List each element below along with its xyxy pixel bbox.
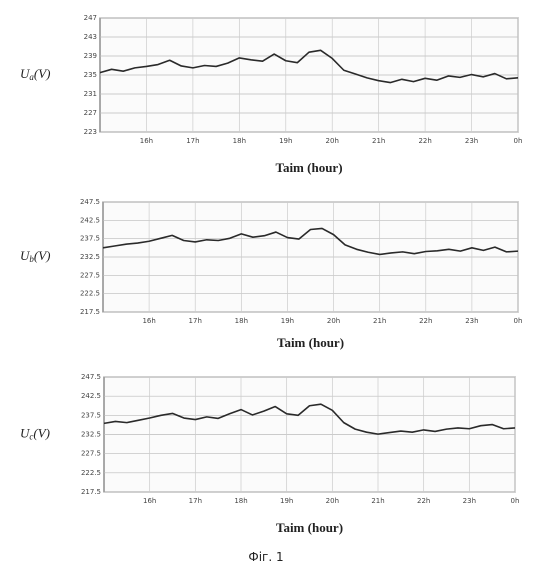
x-tick-label: 23h <box>465 317 478 325</box>
x-tick-label: 23h <box>465 137 478 145</box>
x-tick-label: 0h <box>514 137 523 145</box>
y-tick-label: 232.5 <box>81 431 101 439</box>
x-axis-label: Taim (hour) <box>277 335 344 350</box>
x-tick-label: 18h <box>234 497 247 505</box>
y-tick-label: 237.5 <box>80 235 100 243</box>
y-tick-label: 227.5 <box>81 450 101 458</box>
x-tick-label: 20h <box>326 497 339 505</box>
voltage-line <box>103 403 516 435</box>
x-tick-label: 23h <box>463 497 476 505</box>
y-label-subscript: a <box>29 72 34 82</box>
y-tick-label: 247.5 <box>80 198 100 206</box>
x-tick-label: 21h <box>373 317 386 325</box>
y-axis-label: Ub(V) <box>20 248 51 264</box>
x-tick-label: 20h <box>326 137 339 145</box>
x-tick-label: 17h <box>189 497 202 505</box>
y-tick-label: 217.5 <box>80 308 100 316</box>
x-tick-label: 22h <box>417 497 430 505</box>
y-tick-label: 217.5 <box>81 488 101 496</box>
y-axis-label: Uc(V) <box>20 425 50 441</box>
x-axis-label: Taim (hour) <box>275 160 342 175</box>
y-tick-label: 237.5 <box>81 411 101 419</box>
caption: Фіг. 1 <box>248 550 283 564</box>
y-tick-label: 222.5 <box>80 290 100 298</box>
x-tick-label: 18h <box>233 137 246 145</box>
x-tick-label: 17h <box>189 317 202 325</box>
x-tick-label: 16h <box>140 137 153 145</box>
x-tick-label: 0h <box>511 497 520 505</box>
x-tick-label: 16h <box>143 497 156 505</box>
y-tick-label: 231 <box>84 90 97 98</box>
y-tick-label: 227 <box>84 109 97 117</box>
x-tick-label: 21h <box>372 137 385 145</box>
y-tick-label: 243 <box>84 33 97 41</box>
y-tick-label: 222.5 <box>81 469 101 477</box>
voltage-line <box>102 227 519 256</box>
y-label-symbol: U <box>20 248 31 263</box>
x-tick-label: 0h <box>514 317 523 325</box>
voltage-line <box>99 49 519 84</box>
x-tick-label: 19h <box>279 137 292 145</box>
x-tick-label: 16h <box>142 317 155 325</box>
y-label-subscript: b <box>29 254 34 264</box>
y-tick-label: 247 <box>84 14 97 22</box>
chart: 223 227 231 235 239 243 247 16h 17h 18h 19h 20h 21h 2… <box>20 14 522 175</box>
y-tick-label: 232.5 <box>80 253 100 261</box>
chart: 217.5 222.5 227.5 232.5 237.5 242.5 247.5 16h 17… <box>20 198 522 350</box>
y-tick-label: 242.5 <box>80 216 100 224</box>
y-tick-label: 247.5 <box>81 373 101 381</box>
y-tick-label: 239 <box>84 52 97 60</box>
x-tick-label: 19h <box>280 497 293 505</box>
x-tick-label: 18h <box>235 317 248 325</box>
y-label-subscript: c <box>29 432 33 442</box>
y-label-unit: (V) <box>34 248 51 263</box>
y-label-symbol: U <box>20 425 31 440</box>
x-tick-label: 22h <box>419 317 432 325</box>
y-label-symbol: U <box>20 66 31 81</box>
y-tick-label: 242.5 <box>81 392 101 400</box>
x-tick-label: 17h <box>186 137 199 145</box>
x-tick-label: 19h <box>281 317 294 325</box>
y-tick-label: 223 <box>84 128 97 136</box>
x-tick-label: 21h <box>371 497 384 505</box>
y-label-unit: (V) <box>34 66 51 81</box>
x-axis-label: Taim (hour) <box>276 520 343 535</box>
y-tick-label: 227.5 <box>80 271 100 279</box>
y-axis-label: Ua(V) <box>20 66 51 82</box>
y-label-unit: (V) <box>33 425 50 440</box>
y-tick-label: 235 <box>84 71 97 79</box>
chart: 217.5 222.5 227.5 232.5 237.5 242.5 247.5 16h 17… <box>20 373 519 535</box>
x-tick-label: 20h <box>327 317 340 325</box>
x-tick-label: 22h <box>418 137 431 145</box>
